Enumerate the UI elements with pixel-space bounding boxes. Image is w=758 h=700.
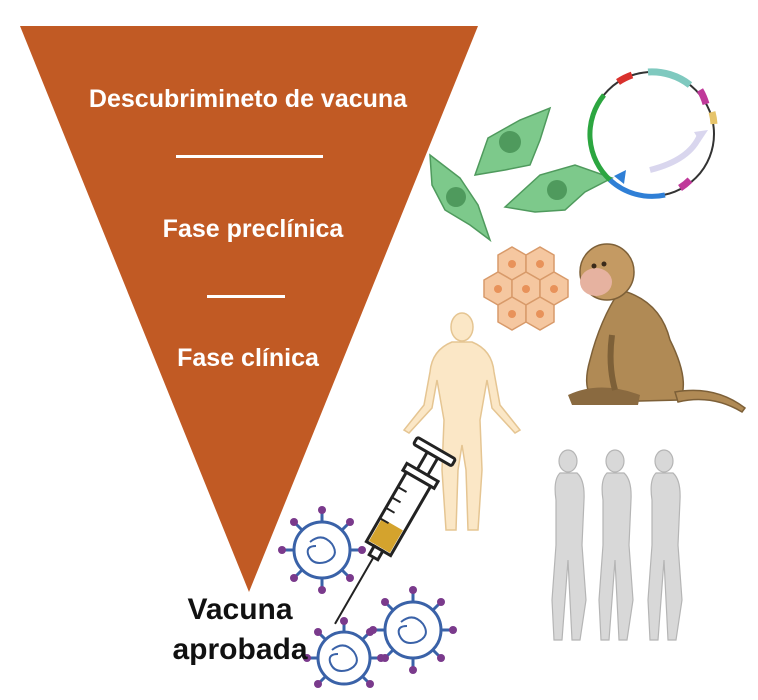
virus-icon	[303, 617, 385, 688]
cell-icon	[429, 153, 492, 243]
virus-icon	[278, 506, 366, 594]
approved-line-2: aprobada	[172, 633, 308, 666]
stage-divider	[207, 295, 285, 298]
funnel-triangle	[20, 26, 478, 592]
monkey-icon	[568, 243, 747, 413]
human-figure-icon	[402, 312, 522, 531]
cell-icon	[503, 164, 614, 213]
human-group-icon	[551, 449, 683, 641]
stage-label-clinical: Fase clínica	[177, 344, 319, 372]
cell-icon	[473, 106, 552, 176]
syringe-icon	[334, 436, 457, 625]
cell-cluster-icon	[483, 246, 569, 331]
stage-label-discovery: Descubrimineto de vacuna	[88, 85, 408, 113]
approved-vaccine-label: Vacuna aprobada	[150, 590, 330, 670]
stage-label-preclinical: Fase preclínica	[162, 215, 344, 243]
approved-line-1: Vacuna	[187, 593, 293, 626]
virus-icon	[369, 586, 457, 674]
plasmid-icon	[587, 68, 718, 199]
stage-divider	[176, 155, 323, 158]
